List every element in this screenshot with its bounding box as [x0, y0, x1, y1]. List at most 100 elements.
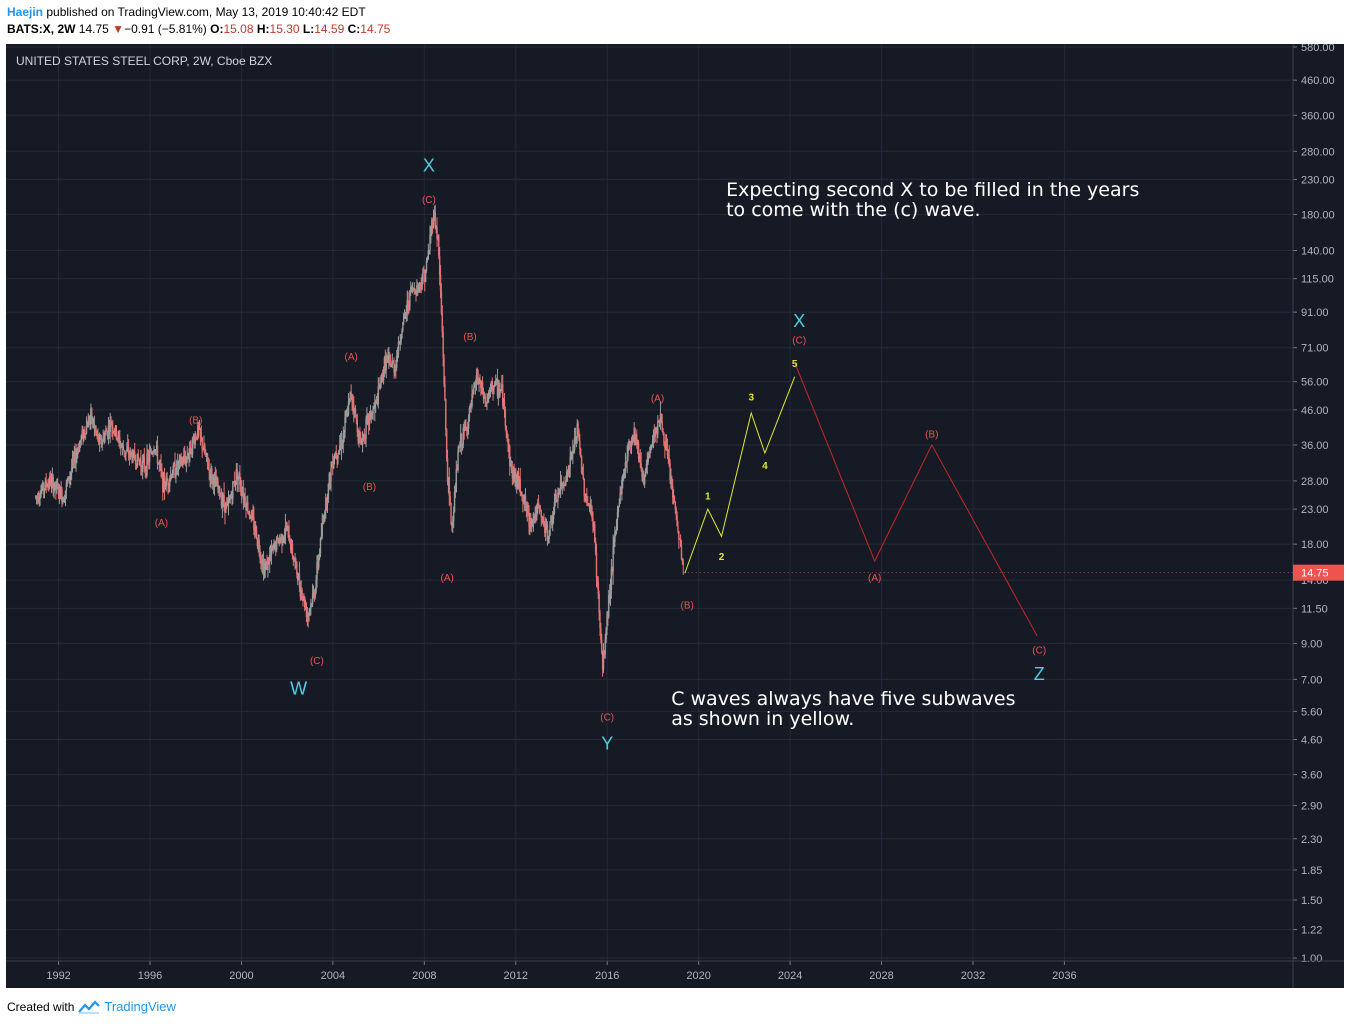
x-tick-label: 2000 — [229, 970, 253, 982]
candle-body — [418, 282, 421, 287]
candle-body — [341, 443, 344, 449]
candle-body — [86, 424, 89, 428]
candle-body — [71, 458, 74, 469]
candle-body — [615, 519, 618, 531]
candle-body — [139, 461, 141, 463]
candle-body — [496, 379, 499, 397]
candle-body — [523, 495, 526, 504]
candle-body — [267, 557, 269, 570]
candle-body — [463, 427, 465, 431]
candle-body — [318, 557, 320, 568]
candle-body — [54, 481, 56, 488]
candle-body — [70, 468, 73, 473]
candle-body — [108, 425, 111, 432]
candle-body — [322, 520, 324, 523]
candle-body — [528, 512, 530, 527]
candle-body — [58, 486, 61, 495]
candle-body — [224, 503, 226, 513]
candle-body — [511, 470, 514, 479]
candle-body — [580, 448, 582, 457]
candle-body — [403, 314, 405, 323]
x-tick-label: 2016 — [595, 970, 619, 982]
candle-body — [142, 456, 145, 461]
candle-body — [532, 513, 535, 523]
candle-body — [325, 498, 327, 513]
candle-body — [656, 431, 658, 435]
candle-body — [339, 445, 341, 451]
publish-line: Haejin published on TradingView.com, May… — [7, 5, 366, 19]
wave-annotation: W — [290, 679, 307, 699]
candle-body — [644, 469, 647, 477]
candle-body — [125, 450, 127, 455]
time-axis[interactable]: 1992 1996 2000 2004 2008 2012 2016 2020 2024 2028… — [6, 960, 1344, 982]
candle-body — [164, 486, 167, 489]
candle-body — [674, 502, 677, 510]
candle-body — [248, 511, 251, 518]
candle-body — [266, 563, 268, 570]
candle-body — [637, 442, 640, 459]
wave-annotation: (A) — [651, 394, 664, 405]
published-info: published on TradingView.com, May 13, 20… — [46, 5, 366, 19]
candle-body — [199, 428, 202, 436]
candle-body — [252, 515, 254, 518]
candle-body — [197, 424, 199, 439]
candle-body — [657, 421, 659, 435]
candle-body — [360, 443, 363, 445]
candle-body — [377, 386, 380, 405]
candle-body — [607, 615, 609, 617]
candle-body — [324, 512, 326, 521]
candle-body — [522, 495, 524, 503]
candle-body — [325, 498, 328, 505]
candle-body — [370, 411, 373, 419]
candle-body — [225, 502, 227, 513]
candle-body — [670, 477, 672, 481]
candle-body — [333, 458, 336, 460]
candle-body — [277, 537, 280, 544]
candle-body — [417, 285, 419, 291]
candle-body — [264, 566, 266, 570]
candle-body — [39, 496, 41, 499]
candle-body — [647, 455, 649, 462]
candle-body — [262, 560, 265, 576]
candle-body — [169, 474, 172, 479]
candle-body — [219, 486, 221, 497]
candle-body — [113, 431, 116, 434]
candle-body — [650, 445, 653, 447]
price-axis[interactable]: 580.00 460.00 360.00 280.00 230.00 180.00 140.… — [683, 44, 1344, 988]
candle-body — [66, 480, 68, 483]
candle-body — [169, 478, 171, 487]
wave-annotation: Y — [601, 734, 613, 754]
candle-body — [186, 456, 189, 458]
candle-body — [353, 404, 355, 414]
candle-body — [99, 438, 102, 440]
author-name[interactable]: Haejin — [7, 5, 44, 19]
candle-body — [168, 485, 170, 487]
candle-body — [95, 429, 97, 432]
candle-body — [128, 454, 131, 456]
candle-body — [539, 508, 542, 512]
price-chart[interactable]: 1 2 3 4 5 (C) X (A) (B) (C) W (B) (A) (B) (A) (A) (B) (C)… — [6, 44, 1344, 988]
candle-body — [61, 489, 63, 503]
candle-body — [421, 281, 423, 289]
candle-body — [163, 475, 166, 489]
wave-annotation: (B) — [925, 429, 938, 440]
candle-body — [587, 503, 589, 505]
candle-body — [525, 506, 528, 512]
tradingview-brand[interactable]: TradingView — [104, 999, 176, 1014]
candle-body — [205, 453, 207, 456]
candle-body — [653, 436, 656, 438]
y-tick-label: 140.00 — [1301, 246, 1335, 258]
candle-body — [240, 485, 242, 489]
candle-body — [232, 481, 234, 499]
candle-body — [585, 498, 587, 500]
candle-body — [601, 639, 603, 653]
candle-body — [196, 437, 198, 439]
candle-body — [612, 546, 614, 572]
candle-body — [246, 502, 248, 511]
candle-body — [188, 452, 190, 458]
candle-body — [67, 476, 69, 481]
candle-body — [77, 450, 79, 453]
price-change: −0.91 (−5.81%) — [124, 22, 207, 36]
candle-body — [106, 431, 109, 437]
candle-body — [311, 603, 313, 605]
